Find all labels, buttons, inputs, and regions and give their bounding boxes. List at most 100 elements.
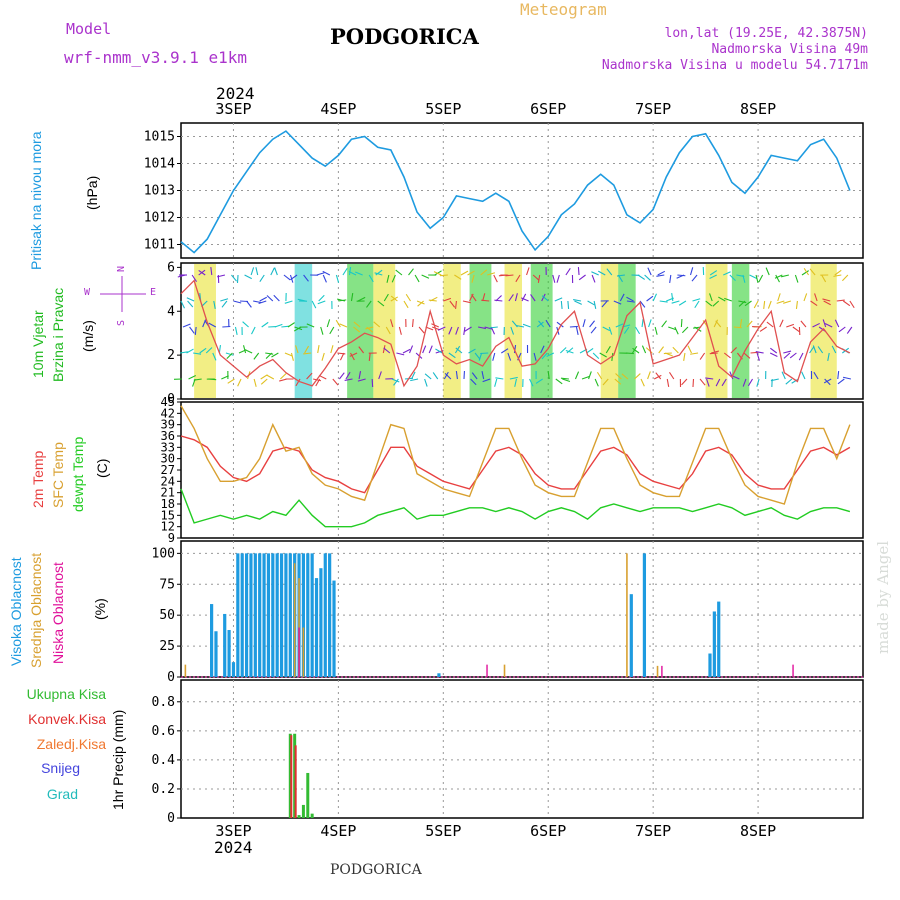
- wind-arrow: [783, 350, 792, 354]
- wind-arrow: [460, 270, 469, 276]
- wind-arrow: [648, 319, 652, 328]
- wind-arrow: [632, 347, 640, 354]
- wind-arrow: [738, 300, 747, 304]
- wind-arrow: [355, 271, 363, 276]
- precip-ytick-label: 0: [167, 811, 175, 826]
- temp-ytick-label: 33: [161, 440, 175, 454]
- wind-arrow: [493, 274, 498, 283]
- wind-arrow: [498, 274, 507, 277]
- temp-line-dewpt: [180, 488, 851, 528]
- cloud-bar-low: [486, 664, 488, 677]
- wind-arrow: [279, 373, 287, 380]
- wind-arrow: [574, 300, 582, 305]
- wind-arrow: [647, 371, 651, 380]
- wind-arrow: [794, 274, 799, 283]
- wind-band: [347, 264, 374, 398]
- wind-arrow: [266, 295, 274, 302]
- wind-arrow: [541, 352, 548, 360]
- wind-arrow: [823, 378, 832, 384]
- wind-arrow: [368, 274, 374, 283]
- wind-arrow: [246, 300, 252, 308]
- wind-arrow: [849, 300, 855, 309]
- wind-arrow: [435, 348, 443, 354]
- wind-arrow: [817, 346, 824, 354]
- wind-arrow: [586, 347, 594, 354]
- wind-arrow: [428, 299, 437, 302]
- wind-arrow: [478, 352, 483, 361]
- wind-arrow: [692, 298, 701, 302]
- wind-arrow: [471, 274, 475, 283]
- cloud-bar-mid: [302, 627, 305, 677]
- wind-arrow: [260, 378, 268, 385]
- wind-arrow: [265, 352, 274, 355]
- wind-arrow: [577, 266, 580, 276]
- cloud-bar-high: [319, 568, 323, 677]
- wind-arrow: [271, 352, 279, 358]
- wind-arrow: [348, 270, 357, 276]
- pressure-ytick-label: 1015: [144, 130, 175, 145]
- wind-arrow: [304, 345, 310, 354]
- wind-arrow: [194, 326, 197, 336]
- wind-arrow: [615, 373, 622, 380]
- year-bottom: 2024: [214, 838, 253, 857]
- wind-arrow: [602, 326, 611, 332]
- precip-legend-hail: Grad: [46, 786, 78, 802]
- wind-arrow: [320, 326, 324, 335]
- wind-arrow: [221, 300, 228, 308]
- wind-arrow: [250, 267, 255, 276]
- cloud-bar-high: [437, 673, 441, 677]
- wind-arrow: [843, 300, 851, 307]
- wind-arrow: [357, 378, 366, 382]
- wind-arrow: [792, 326, 800, 333]
- wind-arrow: [283, 274, 291, 281]
- wind-arrow: [358, 346, 365, 354]
- wind-arrow: [533, 352, 537, 361]
- precip-ytick-label: 0.4: [152, 753, 176, 768]
- wind-arrow: [303, 352, 312, 355]
- wind-arrow: [669, 371, 675, 380]
- wind-arrow: [729, 371, 734, 380]
- wind-arrow: [706, 378, 710, 387]
- wind-arrow: [186, 348, 194, 354]
- cloud-bar-high: [314, 578, 319, 677]
- wind-arrow: [492, 352, 496, 361]
- wind-arrow: [546, 352, 555, 357]
- wind-arrow: [536, 321, 544, 328]
- wind-arrow: [449, 300, 456, 308]
- cloud-bar-high: [642, 553, 647, 677]
- compass-w: W: [84, 287, 91, 298]
- wind-arrow: [634, 373, 641, 380]
- cloud-bar-mid: [184, 664, 187, 677]
- day-label-top: 3SEP: [215, 100, 251, 118]
- day-label-bottom: 6SEP: [530, 822, 566, 840]
- wind-arrow: [824, 322, 833, 328]
- precip-frame: [180, 679, 864, 819]
- temp-ytick-label: 15: [161, 508, 175, 522]
- wind-arrow: [487, 272, 496, 276]
- wind-arrow: [467, 270, 475, 276]
- wind-arrow: [265, 352, 273, 359]
- temp-ytick-label: 9: [168, 531, 175, 545]
- wind-arrow: [777, 293, 781, 302]
- wind-arrow: [602, 378, 609, 386]
- wind-arrow: [690, 352, 699, 355]
- precip-bar-conv: [290, 735, 293, 818]
- cloud-bar-high: [717, 601, 721, 677]
- wind-arrow: [597, 270, 606, 276]
- wind-arrow: [601, 300, 608, 308]
- wind-arrow: [781, 371, 786, 380]
- wind-arrow: [187, 300, 194, 308]
- wind-arrow: [812, 322, 820, 328]
- wind-arrow: [738, 300, 746, 307]
- wind-ytick-label: 4: [167, 304, 175, 319]
- wind-arrow: [405, 293, 411, 302]
- wind-arrow: [501, 348, 509, 354]
- wind-arrow: [801, 270, 809, 276]
- wind-arrow: [318, 294, 325, 302]
- temp-ytick-label: 39: [161, 418, 175, 432]
- wind-arrow: [253, 300, 262, 304]
- wind-arrow: [434, 270, 442, 276]
- wind-arrow: [723, 271, 731, 276]
- day-label-bottom: 7SEP: [635, 822, 671, 840]
